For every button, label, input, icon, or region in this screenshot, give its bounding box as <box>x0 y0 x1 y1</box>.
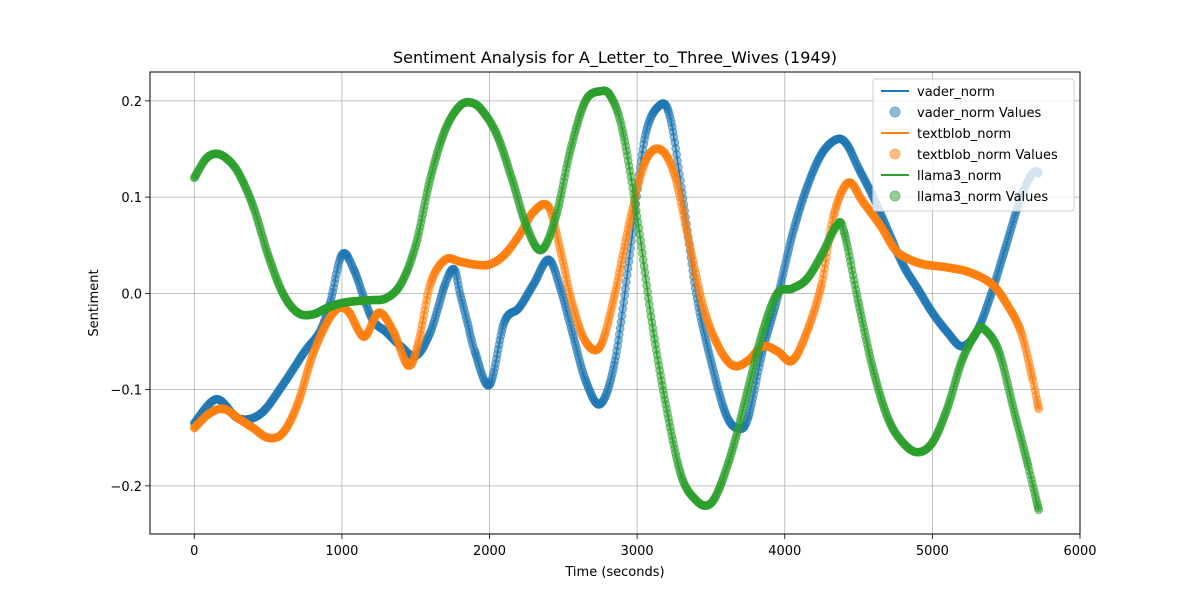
legend-entry-values: textblob_norm Values <box>917 148 1058 163</box>
legend-entry-values: llama3_norm Values <box>917 190 1048 205</box>
series-textblob_norm <box>189 144 1044 443</box>
legend-entry-values: vader_norm Values <box>917 106 1042 121</box>
legend-entry-line: textblob_norm <box>917 127 1011 142</box>
legend-entry-line: llama3_norm <box>917 169 1002 184</box>
x-axis-label: Time (seconds) <box>564 565 664 580</box>
x-tick-label: 6000 <box>1063 544 1096 559</box>
legend-entry-line: vader_norm <box>917 85 995 100</box>
legend-marker-swatch <box>889 148 901 160</box>
y-axis-label: Sentiment <box>87 269 102 336</box>
y-tick-label: −0.1 <box>110 384 142 399</box>
y-tick-label: 0.0 <box>121 287 142 302</box>
x-tick-label: 2000 <box>473 544 506 559</box>
chart-title: Sentiment Analysis for A_Letter_to_Three… <box>393 48 837 68</box>
x-tick-label: 1000 <box>325 544 358 559</box>
x-tick-label: 3000 <box>621 544 654 559</box>
y-tick-label: 0.2 <box>121 95 142 110</box>
x-tick-label: 4000 <box>768 544 801 559</box>
legend-marker-swatch <box>889 190 901 202</box>
legend-marker-swatch <box>889 106 901 118</box>
plot-area <box>189 86 1044 515</box>
x-tick-label: 0 <box>190 544 198 559</box>
x-tick-label: 5000 <box>916 544 949 559</box>
y-tick-label: −0.2 <box>110 480 142 495</box>
series-layer <box>189 86 1044 515</box>
legend: vader_norm vader_norm Values textblob_norm… <box>872 78 1075 212</box>
y-tick-label: 0.1 <box>121 191 142 206</box>
